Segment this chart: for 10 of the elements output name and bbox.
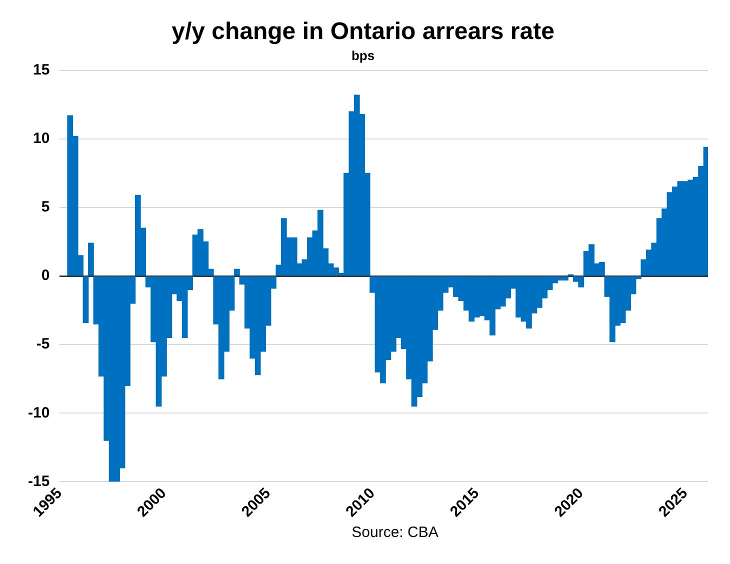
source-note: Source: CBA: [350, 524, 440, 541]
y-tick-label: 0: [41, 267, 50, 284]
y-tick-label: 15: [32, 62, 50, 79]
y-tick-label: 5: [41, 198, 50, 216]
chart-subtitle: bps: [351, 48, 375, 64]
y-tick-label: -10: [28, 404, 50, 422]
y-tick-label: -15: [28, 472, 50, 490]
chart-title: y/y change in Ontario arrears rate: [172, 18, 554, 46]
y-tick-label: 10: [32, 130, 50, 148]
y-tick-label: -5: [36, 336, 50, 353]
